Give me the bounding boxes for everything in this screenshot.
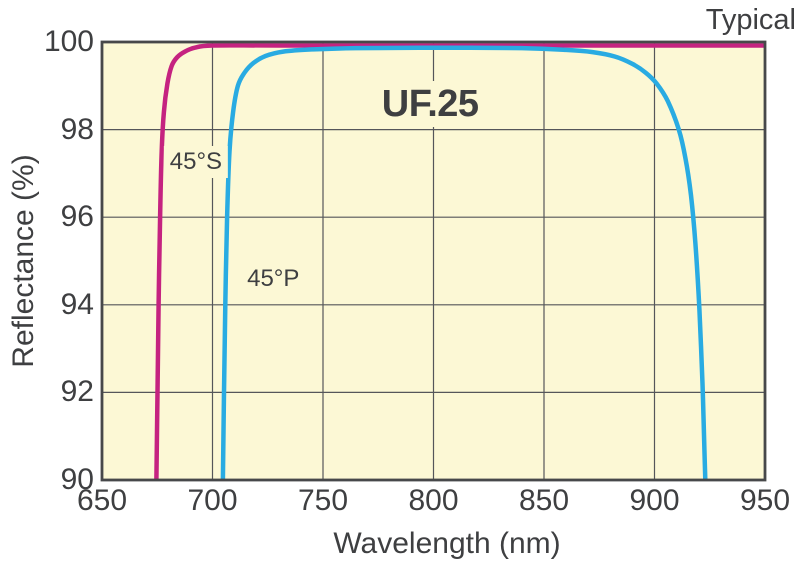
x-tick-label: 750 — [297, 484, 349, 517]
x-tick-label: 700 — [187, 484, 238, 517]
x-tick-label: 650 — [76, 484, 128, 517]
y-axis-title: Reflectance (%) — [7, 154, 40, 368]
typical-label: Typical — [705, 4, 796, 36]
y-tick-label: 98 — [60, 112, 94, 146]
chart-title: UF.25 — [375, 81, 485, 128]
y-tick-label: 94 — [60, 287, 94, 321]
y-tick-label: 92 — [60, 375, 94, 409]
series-curve-45p — [220, 45, 708, 480]
series-label-45s: 45°S — [163, 146, 229, 179]
x-tick-label: 850 — [518, 484, 570, 517]
y-tick-label: 90 — [60, 463, 94, 496]
x-tick-label: 900 — [629, 484, 680, 517]
plot-frame — [100, 40, 767, 482]
x-tick-label: 800 — [408, 484, 459, 517]
x-axis-title: Wavelength (nm) — [333, 527, 561, 560]
x-tick-label: 950 — [739, 484, 791, 517]
series-label-45p: 45°P — [241, 262, 306, 295]
y-tick-label: 100 — [43, 25, 94, 58]
y-tick-label: 96 — [60, 200, 94, 234]
